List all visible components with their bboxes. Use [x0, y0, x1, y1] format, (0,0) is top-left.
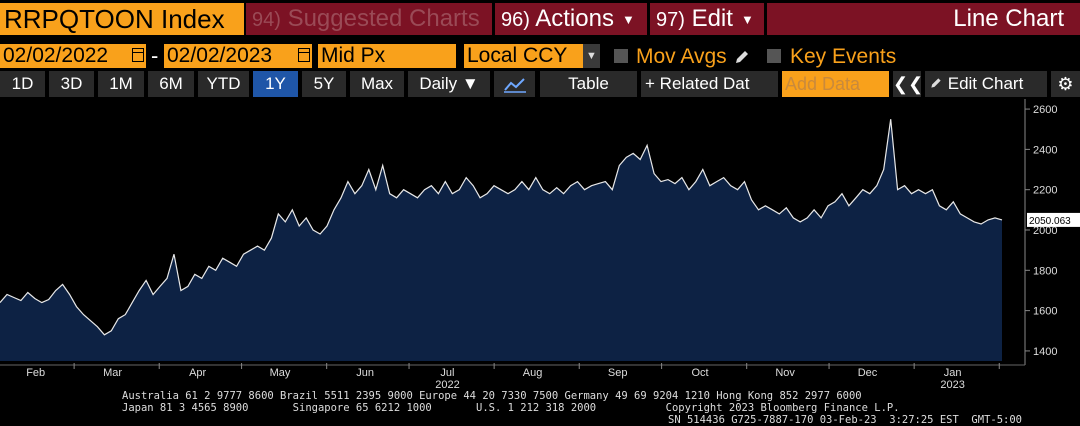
x-month-label: Aug [523, 367, 543, 379]
chart-type-title: Line Chart [767, 3, 1080, 35]
related-data-button[interactable]: + Related Dat [641, 71, 778, 97]
range-button-max[interactable]: Max [350, 71, 404, 97]
line-chart-button[interactable] [494, 71, 535, 97]
gear-icon[interactable]: ⚙ [1051, 71, 1080, 97]
suggested-charts-number: 94) [252, 9, 281, 31]
chevron-down-icon: ▼ [621, 11, 635, 27]
currency-select[interactable]: Local CCY ▼ [464, 44, 600, 68]
actions-menu[interactable]: 96) Actions ▼ [495, 3, 647, 35]
x-month-label: Feb [26, 367, 45, 379]
x-month-label: Jun [356, 367, 374, 379]
ticker-field[interactable]: RRPQTOON Index [0, 3, 244, 35]
key-events-checkbox[interactable] [767, 49, 781, 63]
line-chart-icon [503, 77, 526, 93]
last-value-badge: 2050.063 [1027, 212, 1080, 227]
price-area [0, 119, 1002, 361]
edit-chart-button[interactable]: Edit Chart [925, 71, 1047, 97]
end-date-value: 02/02/2023 [167, 44, 273, 67]
end-date-field[interactable]: 02/02/2023 [164, 44, 312, 68]
price-field-select[interactable]: Mid Px [318, 44, 456, 68]
y-tick-label: 1800 [1033, 265, 1057, 277]
suggested-charts-label: Suggested Charts [287, 5, 480, 32]
footer-session-info: SN 514436 G725-7887-170 03-Feb-23 3:27:2… [668, 414, 1023, 426]
x-axis-ticks: Feb Mar Apr May Jun Jul Aug Sep Oct Nov Dec Jan 2022… [0, 363, 1025, 389]
actions-label: Actions [535, 5, 614, 32]
double-chevron-left-icon[interactable]: ❮❮ [893, 71, 923, 97]
start-date-value: 02/02/2022 [3, 44, 109, 67]
range-button-6m[interactable]: 6M [148, 71, 194, 97]
calendar-icon[interactable] [132, 48, 144, 62]
frequency-select[interactable]: Daily ▼ [408, 71, 490, 97]
price-chart[interactable]: 2600 2400 2200 2000 1800 1600 1400 Feb Mar Apr Ma… [0, 97, 1080, 389]
x-month-label: Jul [440, 367, 454, 379]
key-events-label: Key Events [790, 45, 897, 68]
y-tick-label: 1600 [1033, 306, 1057, 318]
y-tick-label: 2400 [1033, 144, 1057, 156]
pencil-icon[interactable] [733, 48, 751, 66]
x-month-label: Apr [189, 367, 206, 379]
add-data-input[interactable]: Add Data [782, 71, 889, 97]
range-button-1y[interactable]: 1Y [253, 71, 298, 97]
y-tick-label: 2000 [1033, 225, 1057, 237]
edit-label: Edit [691, 5, 733, 32]
range-button-3d[interactable]: 3D [49, 71, 94, 97]
chevron-down-icon[interactable]: ▼ [583, 44, 600, 68]
range-button-5y[interactable]: 5Y [302, 71, 346, 97]
y-tick-label: 2200 [1033, 185, 1057, 197]
x-month-label: May [270, 367, 291, 379]
footer-contacts-line1: Australia 61 2 9777 8600 Brazil 5511 239… [122, 390, 862, 402]
frequency-value: Daily [419, 74, 458, 93]
y-tick-label: 1400 [1033, 346, 1057, 358]
mov-avgs-label: Mov Avgs [636, 45, 727, 68]
chevron-down-icon: ▼ [740, 11, 754, 27]
pencil-icon [931, 78, 941, 88]
currency-value: Local CCY [467, 44, 568, 67]
y-tick-label: 2600 [1033, 104, 1057, 116]
range-button-ytd[interactable]: YTD [198, 71, 249, 97]
edit-chart-label: Edit Chart [947, 74, 1024, 93]
edit-menu[interactable]: 97) Edit ▼ [650, 3, 764, 35]
x-year-label: 2023 [940, 379, 964, 389]
range-button-1d[interactable]: 1D [0, 71, 45, 97]
footer-contacts-line2: Japan 81 3 4565 8900 Singapore 65 6212 1… [122, 402, 900, 414]
last-value-label: 2050.063 [1029, 216, 1071, 227]
start-date-field[interactable]: 02/02/2022 [0, 44, 146, 68]
calendar-icon[interactable] [298, 48, 310, 62]
x-month-label: Jan [944, 367, 962, 379]
price-line [0, 119, 1003, 336]
edit-number: 97) [656, 9, 685, 31]
x-year-label: 2022 [435, 379, 459, 389]
suggested-charts-menu[interactable]: 94) Suggested Charts [246, 3, 492, 35]
actions-number: 96) [501, 9, 530, 31]
x-month-label: Oct [691, 367, 708, 379]
x-month-label: Nov [775, 367, 795, 379]
mov-avgs-checkbox[interactable] [614, 49, 628, 63]
x-month-label: Dec [858, 367, 878, 379]
range-button-1m[interactable]: 1M [98, 71, 144, 97]
plus-icon: + [645, 74, 655, 93]
y-axis-ticks: 2600 2400 2200 2000 1800 1600 1400 [1025, 104, 1057, 358]
table-button[interactable]: Table [540, 71, 637, 97]
x-month-label: Sep [608, 367, 628, 379]
related-data-label: Related Dat [659, 74, 750, 93]
x-month-label: Mar [103, 367, 122, 379]
triangle-down-icon: ▼ [461, 74, 479, 93]
date-separator: - [151, 43, 159, 68]
